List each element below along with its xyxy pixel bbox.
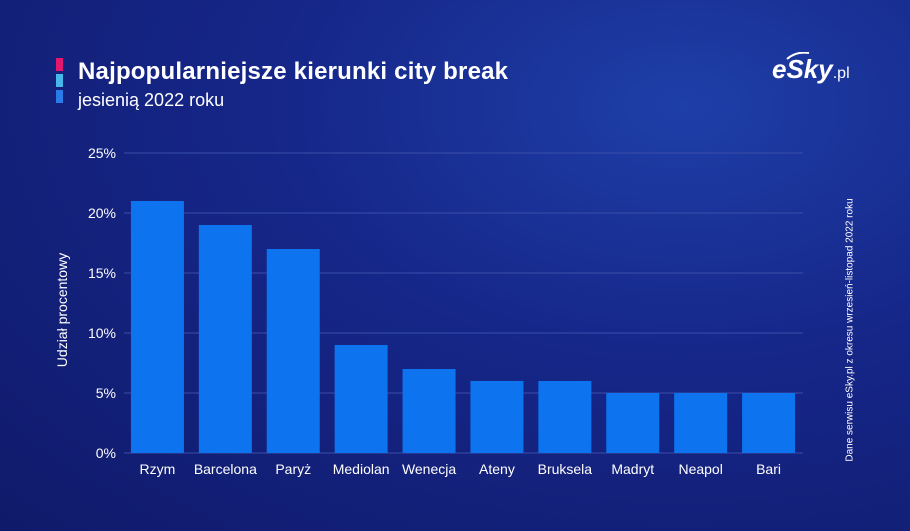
- y-tick-label: 0%: [96, 445, 116, 461]
- x-tick-label: Neapol: [678, 461, 722, 477]
- y-tick-label: 10%: [88, 325, 116, 341]
- bar: [334, 345, 388, 453]
- y-tick-label: 5%: [96, 385, 116, 401]
- x-tick-label: Barcelona: [194, 461, 257, 477]
- x-tick-label: Wenecja: [402, 461, 456, 477]
- bar: [470, 381, 524, 453]
- bar: [198, 225, 252, 453]
- x-tick-label: Madryt: [611, 461, 654, 477]
- x-tick-label: Mediolan: [333, 461, 390, 477]
- x-tick-label: Rzym: [140, 461, 176, 477]
- brand-name: eSky: [772, 54, 833, 84]
- bar: [606, 393, 660, 453]
- accent-bar-blue: [56, 90, 63, 103]
- y-tick-labels: 0% 5% 10% 15% 20% 25%: [88, 145, 116, 461]
- y-tick-label: 15%: [88, 265, 116, 281]
- x-tick-label: Bari: [756, 461, 781, 477]
- x-tick-label: Bruksela: [538, 461, 593, 477]
- x-tick-label: Ateny: [479, 461, 515, 477]
- bar: [130, 201, 184, 453]
- x-tick-labels: Rzym Barcelona Paryż Mediolan Wenecja Ateny Br…: [140, 461, 781, 477]
- x-tick-label: Paryż: [275, 461, 311, 477]
- bars: [130, 201, 796, 453]
- chart-subtitle: jesienią 2022 roku: [78, 90, 225, 110]
- accent-bar-lightblue: [56, 74, 63, 87]
- bar: [538, 381, 592, 453]
- bar: [402, 369, 456, 453]
- plane-swoosh-icon: [786, 52, 810, 60]
- y-tick-label: 20%: [88, 205, 116, 221]
- y-tick-label: 25%: [88, 145, 116, 161]
- brand-logo: eSky.pl: [772, 54, 850, 85]
- brand-tld: .pl: [832, 65, 850, 82]
- bar: [742, 393, 796, 453]
- bar: [266, 249, 320, 453]
- accent-bar-pink: [56, 58, 63, 71]
- title-accent-bars: [56, 58, 63, 106]
- bar: [674, 393, 728, 453]
- chart-title: Najpopularniejsze kierunki city break: [78, 58, 509, 85]
